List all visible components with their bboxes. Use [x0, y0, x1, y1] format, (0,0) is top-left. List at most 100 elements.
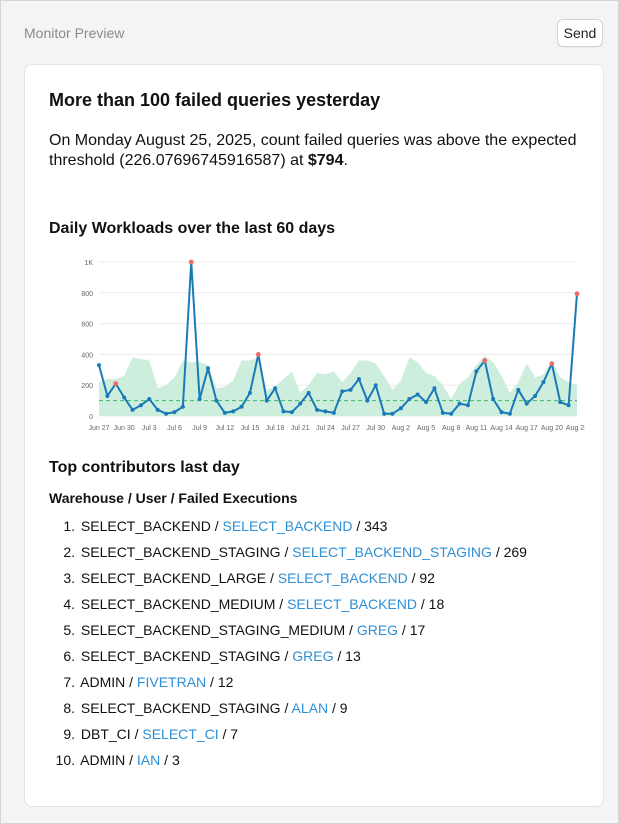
contributor-count: 9 — [339, 700, 348, 716]
contributor-count: 269 — [503, 544, 527, 560]
data-point — [499, 410, 504, 415]
contributor-item: 1. SELECT_BACKEND / SELECT_BACKEND / 343 — [49, 517, 527, 543]
contributor-user-link[interactable]: SELECT_BACKEND_STAGING — [292, 544, 492, 560]
data-point — [533, 393, 538, 398]
y-tick-label: 400 — [81, 352, 93, 359]
data-point — [206, 366, 211, 371]
contributor-user-link[interactable]: GREG — [292, 648, 334, 664]
contributor-warehouse: ADMIN — [80, 674, 126, 690]
top-bar: Monitor Preview Send — [1, 1, 618, 65]
data-point — [164, 411, 169, 416]
data-point — [407, 397, 412, 402]
y-tick-label: 600 — [81, 322, 93, 329]
data-point — [340, 389, 345, 394]
data-point — [507, 411, 512, 416]
contributor-item: 6. SELECT_BACKEND_STAGING / GREG / 13 — [49, 647, 527, 673]
anomaly-point — [255, 352, 261, 357]
contributor-warehouse: ADMIN — [80, 752, 126, 768]
data-point — [315, 407, 320, 412]
series-line — [98, 261, 578, 415]
data-point — [491, 397, 496, 402]
data-point — [138, 403, 143, 408]
data-point — [180, 404, 185, 409]
alert-card: More than 100 failed queries yesterday O… — [24, 64, 604, 807]
anomaly-point — [549, 361, 555, 367]
data-point — [558, 400, 563, 405]
y-tick-label: 200 — [81, 383, 93, 390]
contributor-user-link[interactable]: IAN — [136, 752, 161, 768]
contributor-rank: 1. — [63, 518, 75, 534]
x-tick-label: Aug 5 — [417, 425, 435, 432]
data-point — [306, 390, 311, 395]
data-point — [231, 409, 236, 414]
data-point — [155, 407, 160, 412]
contributor-rank: 4. — [63, 596, 75, 612]
x-tick-label: Jul 12 — [215, 425, 234, 432]
data-point — [465, 403, 470, 408]
contributor-warehouse: SELECT_BACKEND — [80, 518, 211, 534]
x-tick-label: Jul 18 — [266, 425, 285, 432]
chart-title: Daily Workloads over the last 60 days — [49, 220, 336, 237]
x-tick-label: Aug 8 — [442, 425, 460, 432]
data-point — [247, 390, 252, 395]
y-tick-label: 1K — [84, 260, 93, 267]
alert-summary: On Monday August 25, 2025, count failed … — [49, 131, 579, 171]
data-point — [172, 410, 177, 415]
data-point — [373, 383, 378, 388]
data-point — [197, 397, 202, 402]
data-point — [147, 397, 152, 402]
contributor-rank: 10. — [55, 752, 75, 768]
contributor-item: 4. SELECT_BACKEND_MEDIUM / SELECT_BACKEN… — [49, 595, 527, 621]
data-point — [382, 411, 387, 416]
data-point — [449, 411, 454, 416]
data-point — [214, 398, 219, 403]
contributor-user-link[interactable]: GREG — [356, 622, 399, 638]
contributor-count: 12 — [217, 674, 234, 690]
send-button[interactable]: Send — [557, 19, 603, 47]
summary-end: . — [343, 152, 348, 169]
contributor-item: 5. SELECT_BACKEND_STAGING_MEDIUM / GREG … — [49, 621, 527, 647]
page-title: Monitor Preview — [24, 25, 125, 41]
data-point — [130, 407, 135, 412]
anomaly-point — [188, 259, 194, 265]
data-point — [97, 363, 101, 368]
data-point — [289, 410, 294, 415]
contributor-user-link[interactable]: SELECT_CI — [142, 726, 219, 742]
data-point — [390, 411, 395, 416]
contributor-item: 7. ADMIN / FIVETRAN / 12 — [49, 673, 527, 699]
x-tick-label: Jul 6 — [167, 425, 182, 432]
contributor-user-link[interactable]: ALAN — [291, 700, 329, 716]
data-point — [348, 387, 353, 392]
contributor-rank: 2. — [63, 544, 75, 560]
contributor-rank: 5. — [63, 622, 75, 638]
contributor-rank: 8. — [63, 700, 75, 716]
data-point — [264, 398, 269, 403]
contributor-rank: 9. — [63, 726, 75, 742]
x-tick-label: Jul 24 — [316, 425, 335, 432]
contributor-warehouse: SELECT_BACKEND_LARGE — [80, 570, 267, 586]
contributor-item: 10. ADMIN / IAN / 3 — [49, 751, 527, 777]
data-point — [273, 386, 278, 391]
data-point — [424, 400, 429, 405]
contributor-rank: 7. — [63, 674, 75, 690]
x-tick-label: Aug 11 — [466, 425, 488, 432]
data-point — [298, 401, 303, 406]
data-point — [415, 392, 420, 397]
contributor-user-link[interactable]: SELECT_BACKEND — [222, 518, 353, 534]
contributor-warehouse: SELECT_BACKEND_STAGING — [80, 700, 281, 716]
contributor-rank: 3. — [63, 570, 75, 586]
contributor-warehouse: SELECT_BACKEND_STAGING — [80, 648, 281, 664]
contributor-user-link[interactable]: FIVETRAN — [136, 674, 207, 690]
data-point — [474, 369, 479, 374]
x-tick-label: Jun 27 — [88, 425, 109, 432]
contributor-warehouse: SELECT_BACKEND_STAGING — [80, 544, 281, 560]
contributor-count: 343 — [364, 518, 388, 534]
contributor-count: 13 — [345, 648, 361, 664]
contributor-user-link[interactable]: SELECT_BACKEND — [277, 570, 408, 586]
data-point — [331, 410, 336, 415]
contributor-item: 9. DBT_CI / SELECT_CI / 7 — [49, 725, 527, 751]
data-point — [105, 393, 110, 398]
contributor-count: 3 — [171, 752, 180, 768]
contributor-user-link[interactable]: SELECT_BACKEND — [287, 596, 417, 612]
x-tick-label: Aug 23 — [566, 425, 585, 432]
